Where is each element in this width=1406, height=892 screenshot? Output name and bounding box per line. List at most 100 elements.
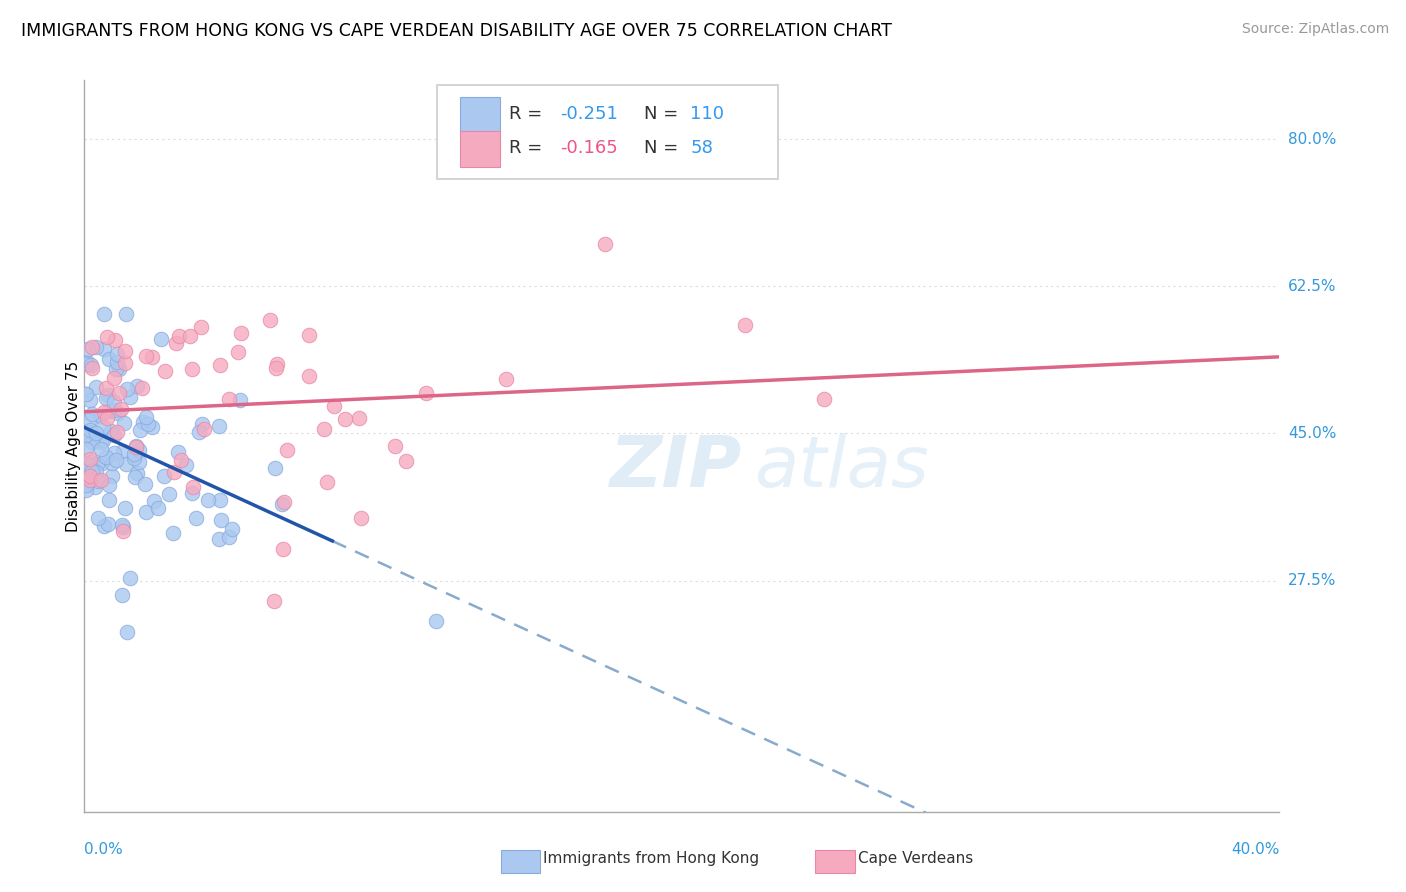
Point — [153, 364, 176, 378]
Point — [114, 343, 136, 358]
Point — [120, 572, 142, 586]
Point — [115, 457, 138, 471]
Text: 40.0%: 40.0% — [1232, 842, 1279, 857]
Point — [193, 422, 215, 436]
Point — [103, 402, 125, 417]
Point — [90, 473, 112, 487]
Point — [103, 427, 125, 442]
Point — [86, 341, 108, 355]
Point — [83, 428, 105, 442]
Point — [181, 480, 204, 494]
Point — [259, 313, 281, 327]
Point — [384, 439, 406, 453]
Point — [134, 476, 156, 491]
Point — [495, 372, 517, 386]
Point — [91, 419, 114, 434]
Text: 110: 110 — [690, 105, 724, 123]
Point — [80, 361, 103, 376]
Point — [152, 468, 174, 483]
Point — [79, 423, 101, 437]
Point — [197, 492, 219, 507]
Point — [103, 395, 125, 409]
Point — [80, 464, 103, 478]
Point — [77, 413, 100, 427]
Point — [208, 418, 231, 433]
Point — [103, 371, 125, 385]
Text: -0.251: -0.251 — [560, 105, 617, 123]
Point — [112, 417, 135, 431]
Text: N =: N = — [644, 139, 683, 157]
Point — [79, 358, 101, 372]
Point — [97, 516, 120, 531]
Point — [111, 444, 134, 458]
Point — [347, 411, 370, 425]
Point — [273, 495, 295, 509]
Text: Cape Verdeans: Cape Verdeans — [858, 851, 973, 865]
Point — [132, 415, 155, 429]
Text: 58: 58 — [690, 139, 713, 157]
Point — [97, 404, 120, 418]
Point — [107, 354, 129, 368]
Point — [115, 625, 138, 640]
Point — [79, 469, 101, 483]
Point — [93, 307, 115, 321]
Point — [112, 520, 135, 534]
Point — [80, 455, 103, 469]
Text: ZIP: ZIP — [609, 434, 742, 502]
Point — [110, 588, 132, 602]
Point — [131, 381, 153, 395]
Point — [103, 446, 125, 460]
Point — [76, 355, 98, 369]
Point — [104, 453, 127, 467]
Text: R =: R = — [509, 105, 547, 123]
Point — [75, 483, 97, 497]
Point — [114, 356, 136, 370]
Point — [105, 362, 128, 376]
Point — [98, 352, 121, 367]
Point — [221, 523, 243, 537]
Point — [263, 594, 285, 608]
Point — [75, 387, 97, 401]
FancyBboxPatch shape — [437, 86, 778, 179]
Point — [316, 475, 339, 489]
Point — [101, 456, 124, 470]
Point — [128, 442, 150, 457]
Y-axis label: Disability Age Over 75: Disability Age Over 75 — [66, 360, 80, 532]
Point — [105, 425, 128, 440]
Point — [114, 501, 136, 516]
Point — [166, 444, 188, 458]
Point — [86, 380, 108, 394]
Point — [157, 487, 180, 501]
Point — [97, 477, 120, 491]
Point — [218, 392, 240, 407]
Point — [122, 451, 145, 466]
Point — [167, 328, 190, 343]
Point — [93, 405, 115, 419]
Point — [162, 525, 184, 540]
Point — [96, 330, 118, 344]
Point — [165, 335, 187, 350]
Point — [76, 425, 98, 439]
Point — [218, 529, 240, 543]
Point — [174, 458, 197, 473]
Point — [125, 466, 148, 480]
Point — [181, 485, 204, 500]
Point — [115, 307, 138, 321]
Point — [122, 447, 145, 461]
Point — [84, 480, 107, 494]
Point — [207, 532, 229, 546]
Text: 27.5%: 27.5% — [1288, 573, 1336, 588]
Point — [298, 328, 321, 343]
Point — [395, 454, 418, 468]
Point — [271, 497, 294, 511]
Point — [141, 350, 163, 364]
Point — [179, 328, 201, 343]
Point — [76, 357, 98, 371]
Point — [263, 461, 285, 475]
Point — [80, 340, 103, 354]
Point — [84, 465, 107, 479]
Point — [90, 442, 112, 457]
Point — [107, 385, 129, 400]
Point — [110, 518, 132, 533]
Text: Source: ZipAtlas.com: Source: ZipAtlas.com — [1241, 22, 1389, 37]
